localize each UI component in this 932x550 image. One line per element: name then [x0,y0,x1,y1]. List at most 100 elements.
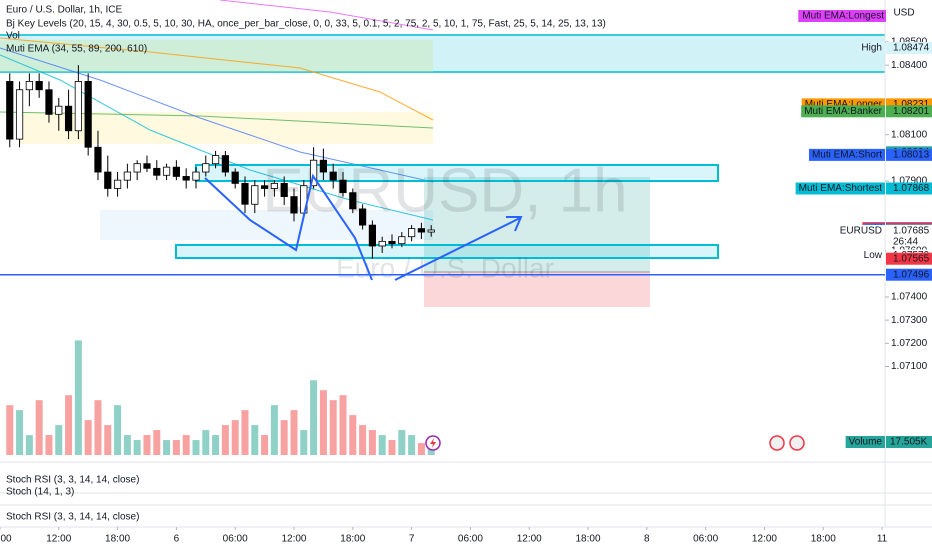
flag-icon[interactable] [789,435,805,451]
indicator-label: Muti EMA (34, 55, 89, 200, 610) [6,44,147,55]
volume-bar [94,400,102,455]
indicator-label: Vol [6,31,20,42]
candle-body [25,81,33,91]
volume-tag-label-bg [845,436,885,448]
candle-body [349,192,357,210]
volume-bar [427,448,435,455]
volume-bar [231,420,239,455]
volume-bar [212,435,220,455]
x-tick-label: 8 [644,534,650,545]
volume-bar [241,410,249,455]
volume-tag-bg [886,436,932,448]
volume-tag-value: 17.505K [890,437,928,448]
price-tag-label: Low [864,250,883,261]
candle-body [6,81,14,140]
projection-arrow [394,217,521,281]
x-tick-label: 06:00 [223,534,248,545]
candle-body [290,196,298,214]
series [6,65,435,455]
candle-body [55,105,63,115]
price-tag [886,224,932,237]
price-tag-label: Muti EMA:Shortest [799,183,883,194]
candle-body [309,159,318,187]
price-tag-label: Muti EMA:Longer [805,99,883,110]
price-tag-label: Muti EMA:Banker [804,106,882,117]
price-tag-label: EURUSD [840,226,882,237]
ema-shortest [0,54,434,221]
candle-body [202,163,210,173]
price-tag-label-bg [836,224,885,237]
x-tick-label: 12:00 [46,534,71,545]
price-tag-label-bg [858,42,885,55]
y-tick-label: 1.07400 [891,292,928,303]
y-tick-label: 1.07100 [891,361,928,372]
drawings: EURUSD, 1h Euro / U.S. Dollar [0,0,885,307]
price-tag-value: 1.08013 [893,150,930,161]
price-tag-sub: 26:44 [893,237,918,248]
volume-bar [74,340,82,455]
long-target [424,177,650,272]
candle-body [270,182,278,189]
volume-tag-label: Volume [849,437,883,448]
y-tick-label: 1.07200 [891,338,928,349]
price-tag-value: 1.07868 [893,183,930,194]
top-tag: Muti EMA:Longest [802,11,884,22]
volume-bar [143,435,151,455]
x-tick-label: 6 [174,534,180,545]
volume-bar [378,435,386,455]
candle-body [359,208,367,226]
x-tick-label: 18:00 [340,534,365,545]
volume-bar [359,425,367,455]
x-tick-label: 18:00 [105,534,130,545]
candle-body [408,228,416,238]
price-tag-value: 1.07565 [893,253,930,264]
price-tag-value: 1.08474 [893,43,930,54]
candle-body [123,171,131,181]
candle-body [211,155,220,165]
x-tick-label: 7 [409,534,415,545]
price-tag-value: 1.08231 [893,99,930,110]
volume-bar [398,430,406,455]
volume-bar [84,420,92,455]
candle-body [260,185,269,189]
x-tick-label: 12:00 [281,534,306,545]
candle-body [378,240,386,247]
key-level [100,210,433,240]
arrow-head [506,216,523,232]
x-tick-label: 00 [0,534,12,545]
x-tick-label: 06:00 [693,534,718,545]
annotations [204,173,805,451]
price-tag [886,268,932,281]
y-tick-label: 1.07900 [891,176,928,187]
price-tag-value: 1.07685 [893,226,930,237]
price-tag [886,105,932,118]
candle-body [45,89,53,115]
watermark-sub: Euro / U.S. Dollar [336,252,554,283]
volume-bar [16,410,24,455]
price-tag [886,182,932,195]
volume-bar [153,430,161,455]
long-stop [424,272,650,307]
candle-body [64,105,73,132]
flag-icon[interactable] [769,435,785,451]
currency: USD [893,8,914,19]
candle-body [192,171,200,181]
volume-bar [339,395,347,455]
x-tick-label: 06:00 [458,534,483,545]
volume-bar [133,440,141,455]
volume-bar [163,440,171,455]
ema-longer [0,37,434,121]
key-level [0,40,433,72]
candle-body [368,224,377,247]
price-tag-label-bg [860,249,885,262]
pane-label: Stoch (14, 1, 3) [6,487,74,498]
zone-box [175,244,719,259]
price-tag-value: 1.08201 [893,106,930,117]
pane-label: Stoch RSI (3, 3, 14, 14, close) [6,512,139,523]
volume-bar [417,443,425,455]
volume-bar [202,430,210,455]
volume-bar [261,435,269,455]
x-tick-label: 12:00 [517,534,542,545]
candle-body [172,166,180,177]
candle-body [388,240,396,245]
